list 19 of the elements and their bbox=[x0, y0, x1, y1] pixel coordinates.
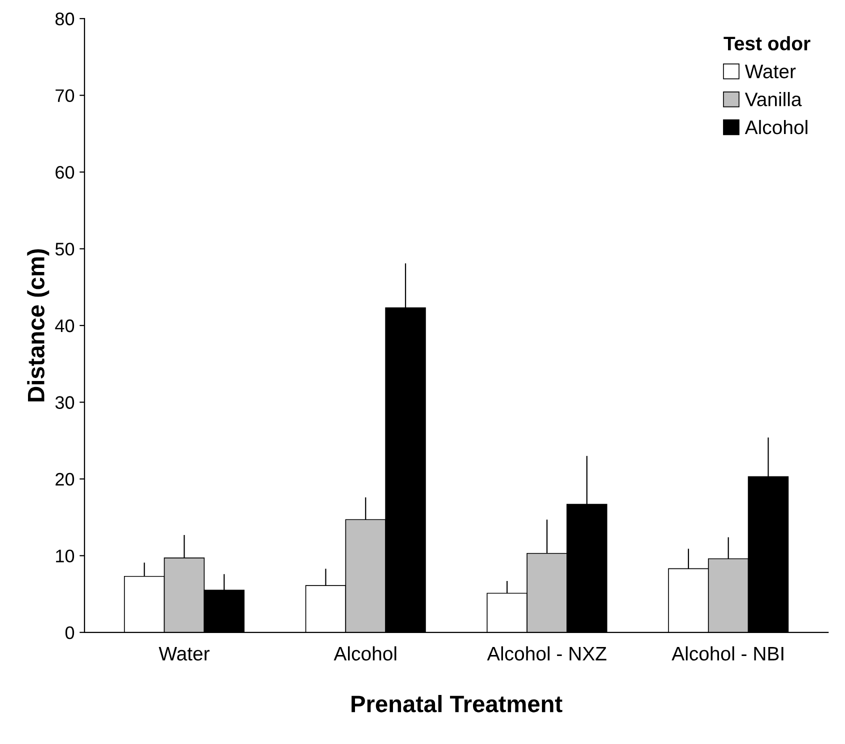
y-tick-label: 80 bbox=[55, 12, 74, 26]
y-tick-label: 0 bbox=[65, 626, 74, 640]
legend-title: Test odor bbox=[724, 36, 810, 50]
y-tick-label: 20 bbox=[56, 472, 74, 486]
x-tick-label: Alcohol bbox=[334, 646, 396, 661]
legend-label: Water bbox=[744, 64, 796, 78]
x-tick-label: Water bbox=[158, 647, 210, 661]
y-tick-label: 60 bbox=[56, 166, 74, 179]
x-tick-label: Alcohol - NBI bbox=[672, 646, 784, 661]
legend-label: Vanilla bbox=[744, 92, 802, 106]
y-tick-label: 30 bbox=[55, 396, 74, 409]
x-axis-title: Prenatal Treatment bbox=[352, 694, 562, 712]
x-tick-label: Alcohol - NXZ bbox=[487, 646, 606, 661]
y-tick-label: 40 bbox=[55, 319, 74, 332]
y-tick-label: 70 bbox=[56, 89, 74, 102]
y-tick-label: 10 bbox=[56, 550, 74, 562]
y-axis-title: Distance (cm) bbox=[27, 249, 50, 402]
legend-label: Alcohol bbox=[744, 120, 808, 134]
y-tick-label: 50 bbox=[55, 242, 74, 256]
